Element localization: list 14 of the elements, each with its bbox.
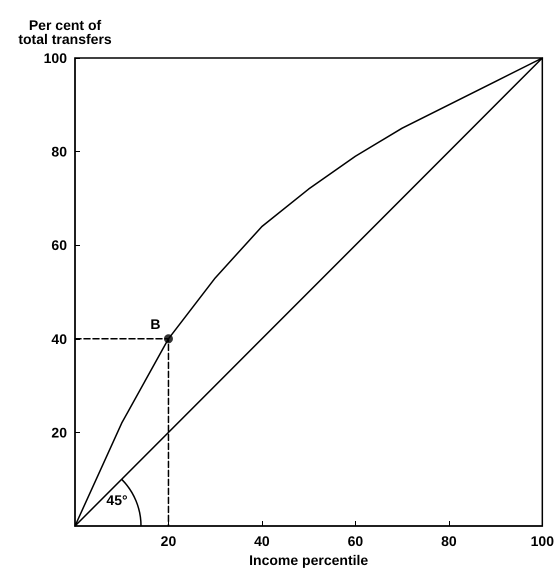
y-tick-label: 20 bbox=[51, 424, 68, 440]
x-axis-title: Income percentile bbox=[249, 552, 368, 568]
y-tick-label: 80 bbox=[51, 144, 68, 160]
x-tick-label: 60 bbox=[348, 533, 364, 549]
y-tick-label: 40 bbox=[51, 330, 68, 347]
annotation: B bbox=[150, 316, 160, 332]
y-tick-label: 100 bbox=[44, 50, 68, 66]
x-tick-label: 80 bbox=[441, 533, 457, 549]
y-tick-label: 60 bbox=[51, 237, 68, 254]
x-tick-label: 40 bbox=[254, 533, 270, 549]
y-axis-title: Per cent of total transfers bbox=[18, 17, 112, 47]
x-tick-label: 20 bbox=[160, 533, 176, 549]
x-tick-label: 100 bbox=[530, 533, 554, 549]
annotation: 45° bbox=[106, 492, 128, 508]
